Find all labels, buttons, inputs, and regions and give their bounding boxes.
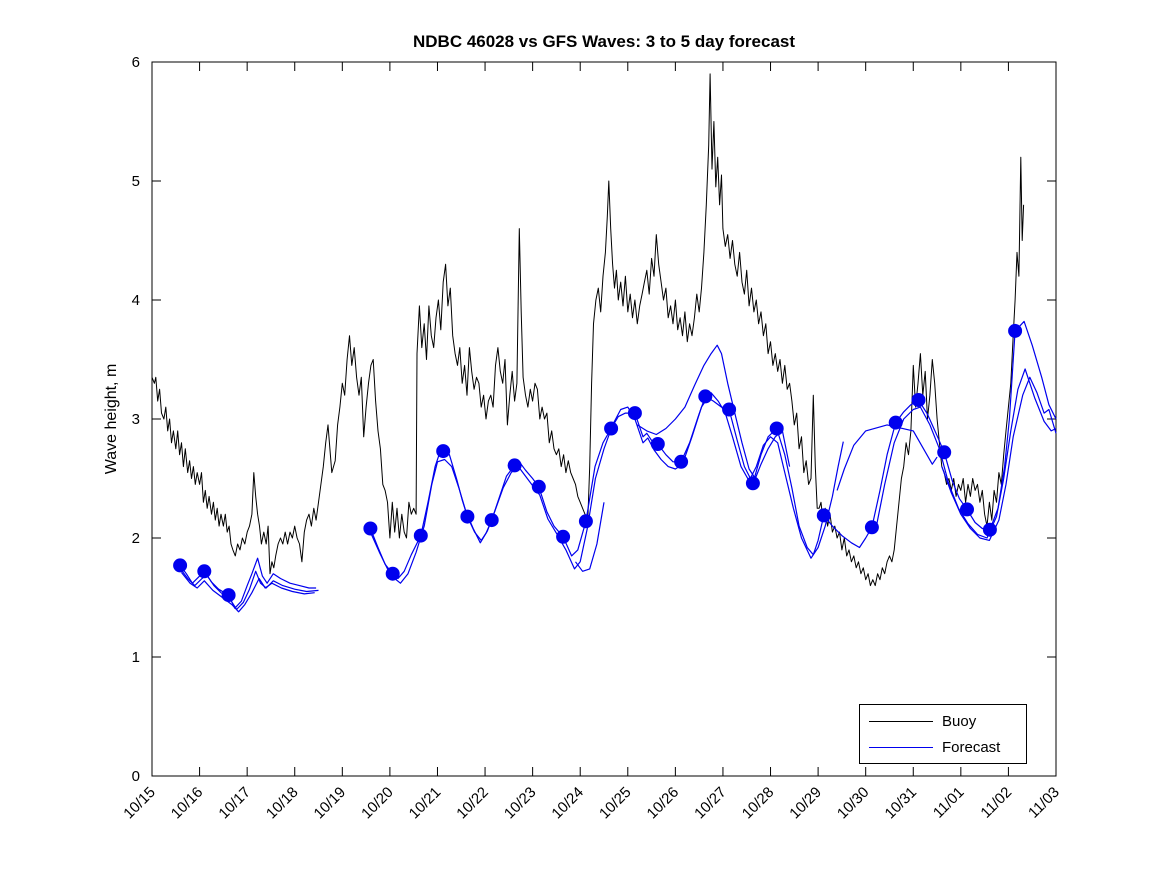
x-tick-label: 11/03 — [1025, 784, 1063, 822]
x-tick-label: 10/15 — [120, 784, 159, 823]
forecast-marker-dot — [507, 458, 522, 473]
forecast-marker-dot — [578, 514, 593, 529]
forecast-marker-dot — [556, 529, 571, 544]
x-tick-label: 10/27 — [691, 784, 730, 823]
forecast-marker-dot — [960, 502, 974, 517]
y-tick-label: 2 — [132, 530, 140, 547]
y-tick-label: 1 — [132, 649, 140, 666]
forecast-marker-dot — [413, 528, 428, 543]
x-tick-label: 10/20 — [358, 784, 397, 823]
forecast-series-line — [636, 344, 791, 480]
y-tick-label: 5 — [132, 173, 140, 190]
x-tick-label: 10/29 — [786, 784, 825, 823]
x-tick-label: 10/28 — [739, 784, 778, 823]
forecast-marker-dot — [650, 437, 665, 451]
legend: Buoy Forecast — [859, 704, 1027, 764]
x-tick-label: 10/22 — [453, 784, 492, 823]
x-tick-label: 10/24 — [548, 784, 587, 823]
forecast-marker-dot — [982, 522, 997, 537]
forecast-marker-dot — [460, 509, 475, 524]
forecast-series-line — [181, 572, 315, 613]
forecast-series-line — [874, 368, 1057, 539]
x-tick-label: 10/26 — [644, 784, 683, 823]
forecast-marker-dot — [888, 415, 903, 430]
forecast-marker-dot — [436, 444, 451, 459]
y-tick-label: 3 — [132, 411, 140, 428]
forecast-marker-dot — [722, 402, 737, 417]
legend-label-buoy: Buoy — [942, 712, 977, 730]
forecast-marker-dot — [911, 393, 926, 407]
axes-box — [151, 61, 1057, 777]
forecast-marker-dot — [484, 513, 499, 528]
x-tick-label: 11/02 — [977, 784, 1015, 822]
x-tick-label: 10/23 — [501, 784, 540, 823]
legend-label-forecast: Forecast — [942, 738, 1001, 756]
forecast-marker-dot — [221, 588, 236, 603]
x-tick-label: 10/31 — [882, 784, 921, 823]
forecast-marker-dot — [385, 566, 400, 581]
legend-entry-buoy: Buoy — [869, 711, 1026, 731]
y-tick-label: 0 — [132, 768, 140, 785]
y-tick-label: 6 — [132, 54, 140, 71]
forecast-marker-dot — [816, 508, 831, 523]
forecast-series-line — [180, 568, 319, 611]
legend-entry-forecast: Forecast — [869, 737, 1026, 757]
y-tick-label: 4 — [132, 292, 140, 309]
forecast-marker-dot — [531, 479, 546, 494]
forecast-marker-dot — [363, 521, 378, 536]
forecast-marker-dot — [698, 389, 713, 404]
chart-title: NDBC 46028 vs GFS Waves: 3 to 5 day fore… — [412, 32, 796, 51]
forecast-marker-dot — [627, 406, 642, 421]
x-tick-label: 10/18 — [263, 784, 302, 823]
forecast-series-line — [370, 392, 844, 584]
buoy-line-sample — [869, 720, 933, 722]
x-tick-label: 10/17 — [215, 784, 254, 823]
x-tick-label: 10/19 — [311, 784, 350, 823]
x-tick-label: 11/01 — [930, 784, 968, 822]
x-tick-label: 10/30 — [834, 784, 873, 823]
forecast-marker-dot — [769, 421, 784, 436]
forecast-marker-dot — [745, 476, 760, 491]
forecast-series-line — [836, 424, 938, 491]
forecast-marker-dot — [1008, 323, 1023, 338]
forecast-marker-dot — [604, 421, 619, 436]
forecast-marker-dot — [864, 520, 879, 535]
forecast-marker-dot — [173, 558, 188, 573]
forecast-marker-dot — [937, 445, 952, 460]
forecast-series-line — [369, 320, 1057, 580]
forecast-series-line — [941, 376, 1057, 542]
forecast-marker-dot — [197, 564, 212, 579]
forecast-line-sample — [869, 746, 933, 748]
forecast-series-line — [575, 502, 605, 572]
buoy-series-line — [151, 73, 1025, 587]
x-tick-label: 10/21 — [406, 784, 445, 823]
forecast-marker-dot — [674, 454, 689, 469]
x-tick-label: 10/25 — [596, 784, 635, 823]
x-tick-label: 10/16 — [168, 784, 207, 823]
